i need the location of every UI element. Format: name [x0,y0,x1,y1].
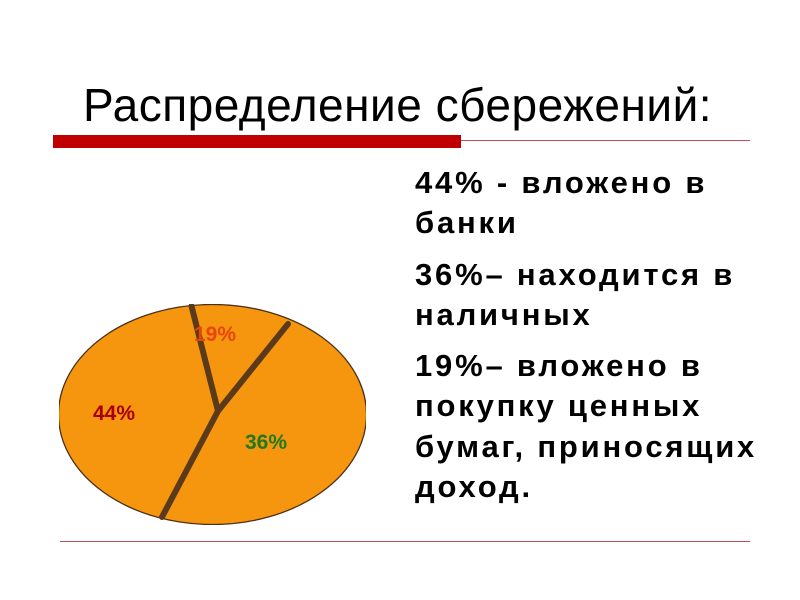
svg-text:44%: 44% [93,402,135,425]
svg-text:36%: 36% [245,431,287,454]
svg-text:19%: 19% [194,323,236,346]
